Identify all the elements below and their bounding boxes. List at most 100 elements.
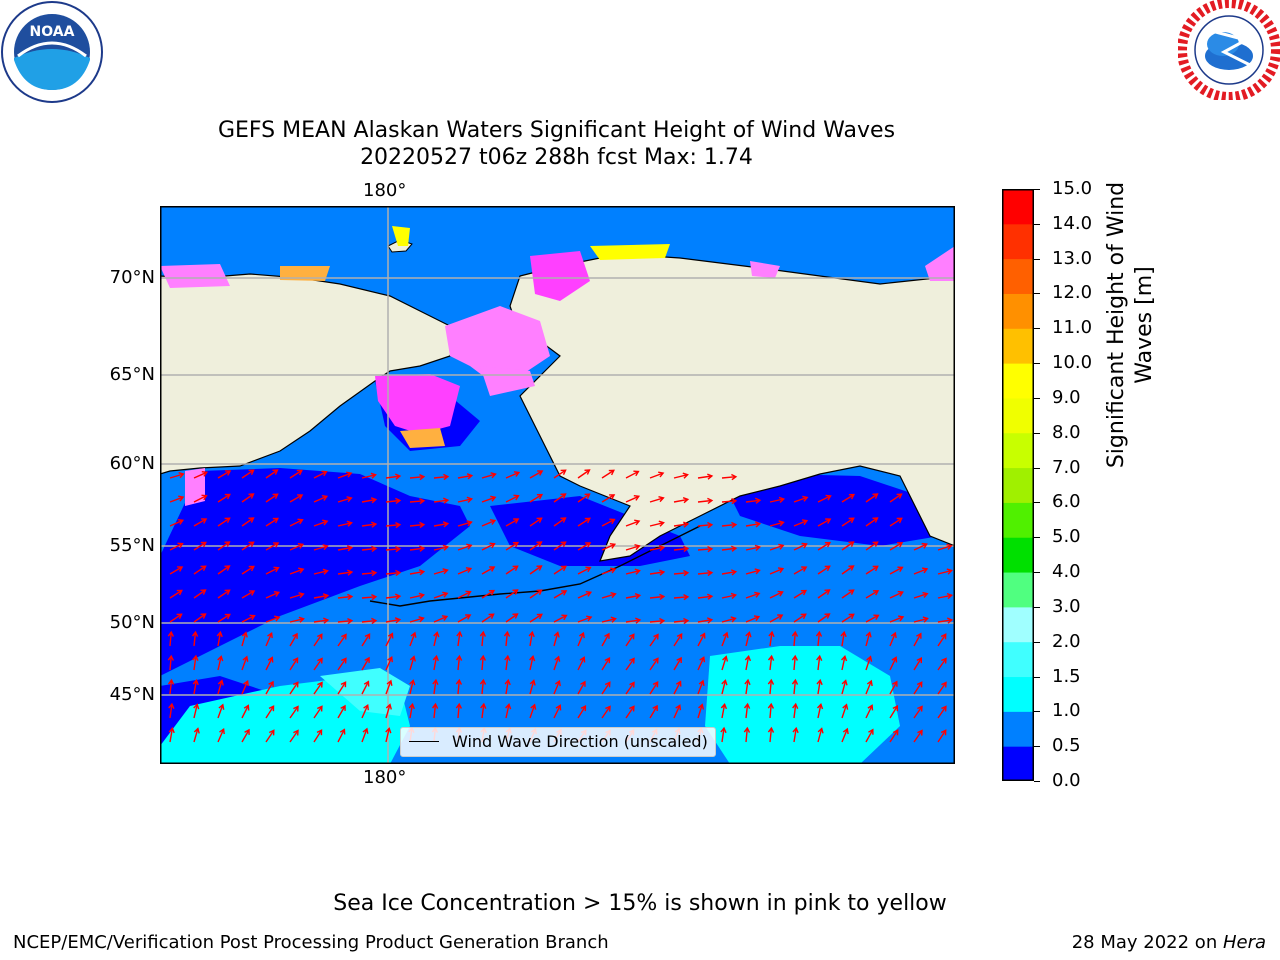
wind-wave-arrow-head (635, 617, 642, 624)
wind-wave-arrow-head (200, 541, 207, 548)
wind-wave-arrow-head (730, 616, 737, 623)
wind-wave-arrow (457, 474, 472, 479)
wind-wave-arrow (577, 657, 585, 671)
wind-wave-arrow-head (267, 656, 274, 663)
wind-wave-arrow-head (292, 657, 299, 664)
wind-wave-arrow (625, 495, 640, 503)
wind-wave-arrow-head (791, 678, 799, 685)
low-wave-zone-west (160, 468, 470, 676)
wind-wave-arrow (649, 595, 664, 599)
wind-wave-arrow (625, 520, 640, 527)
colorbar-tick-mark (1034, 293, 1040, 295)
wind-wave-arrow-head (801, 519, 809, 526)
wind-wave-arrow (793, 656, 796, 671)
wind-wave-arrow-head (610, 592, 617, 599)
wind-wave-arrow (265, 681, 274, 695)
wind-wave-arrow-head (168, 702, 175, 709)
wind-wave-arrow-head (512, 565, 519, 571)
wind-wave-arrow-head (267, 631, 273, 639)
wind-wave-arrow (337, 681, 347, 695)
wind-wave-arrow-head (274, 615, 281, 622)
wind-wave-arrow-head (293, 681, 299, 688)
wind-wave-arrow-head (560, 469, 567, 475)
wind-wave-arrow-head (767, 702, 775, 709)
lat-label-60: 60°N (109, 453, 155, 474)
wind-wave-arrow (265, 567, 279, 575)
wind-wave-arrow-head (605, 705, 611, 712)
wind-wave-arrow (841, 704, 848, 719)
wind-wave-arrow-head (848, 541, 855, 547)
wind-wave-arrow (169, 728, 174, 743)
wind-wave-arrow-head (922, 616, 929, 623)
wind-wave-arrow (937, 569, 952, 575)
wind-wave-arrow-head (465, 590, 472, 597)
wind-wave-arrow-head (816, 678, 823, 686)
wind-wave-arrow (385, 656, 393, 671)
wind-wave-arrow-head (866, 655, 873, 662)
legend-line-swatch (409, 741, 439, 742)
wind-wave-arrow-head (730, 569, 738, 576)
wind-wave-arrow-head (536, 613, 543, 620)
wind-wave-arrow (289, 593, 304, 599)
wind-wave-arrow-head (800, 589, 808, 596)
wind-wave-arrow-head (387, 632, 394, 639)
map-area (160, 206, 955, 764)
wind-wave-arrow (649, 705, 658, 719)
wind-wave-arrow (217, 613, 231, 623)
wind-wave-arrow-head (917, 729, 923, 736)
wind-wave-arrow-head (272, 517, 279, 524)
wind-wave-arrow (313, 570, 328, 575)
wind-wave-arrow-head (298, 616, 305, 623)
wind-wave-arrow (649, 620, 664, 623)
wind-wave-arrow (169, 566, 183, 575)
wind-wave-arrow-head (629, 681, 635, 688)
wind-wave-arrow (361, 633, 371, 647)
wind-wave-arrow-head (683, 569, 690, 577)
wind-wave-arrow (697, 704, 703, 719)
wind-wave-arrow (769, 521, 784, 527)
wind-wave-arrow-head (512, 541, 520, 548)
wind-wave-arrow-head (395, 569, 402, 577)
wind-wave-arrow (529, 632, 533, 647)
wind-wave-arrow-head (720, 702, 728, 710)
wind-wave-arrow (241, 680, 249, 695)
wind-wave-arrow (361, 681, 370, 695)
wind-wave-arrow-head (248, 517, 255, 523)
wind-wave-arrow (865, 656, 872, 671)
wind-wave-arrow (889, 632, 896, 647)
wind-wave-arrow (217, 656, 222, 671)
wind-wave-arrow-head (167, 630, 175, 637)
wind-wave-arrow-head (744, 678, 751, 686)
colorbar-tick-mark (1034, 572, 1040, 574)
wind-wave-arrow-head (778, 543, 785, 550)
wind-wave-arrow-head (946, 617, 954, 624)
wind-wave-arrow-head (873, 614, 880, 621)
wind-wave-arrow-head (580, 704, 587, 712)
wind-wave-arrow-head (580, 680, 586, 687)
wind-wave-arrow-head (792, 702, 799, 709)
colorbar-tick-label: 2.0 (1052, 630, 1081, 652)
wind-wave-arrow (313, 619, 328, 623)
wind-wave-arrow (553, 656, 560, 671)
colorbar-tick-label: 0.5 (1052, 735, 1081, 757)
wind-wave-arrow (289, 657, 299, 671)
wind-wave-arrow (457, 632, 461, 647)
wind-wave-arrow (721, 476, 736, 479)
wind-wave-arrow-head (609, 494, 616, 500)
wind-wave-arrow (433, 546, 448, 551)
wind-wave-arrow-head (730, 592, 738, 600)
wind-wave-arrow (841, 541, 854, 551)
wind-wave-arrow (361, 523, 376, 527)
wind-wave-arrow-head (555, 704, 562, 711)
wind-wave-arrow (193, 494, 207, 503)
wind-wave-arrow-head (176, 613, 183, 619)
wind-wave-arrow-head (465, 567, 473, 573)
wind-wave-arrow-head (385, 703, 392, 710)
wind-wave-arrow-head (842, 727, 849, 735)
wind-wave-arrow (385, 595, 400, 599)
wind-wave-arrow (793, 680, 797, 695)
wind-wave-arrow (673, 657, 682, 671)
wind-wave-arrow-head (815, 630, 823, 637)
wind-wave-arrow-head (731, 545, 738, 552)
wind-wave-arrow (337, 729, 346, 743)
